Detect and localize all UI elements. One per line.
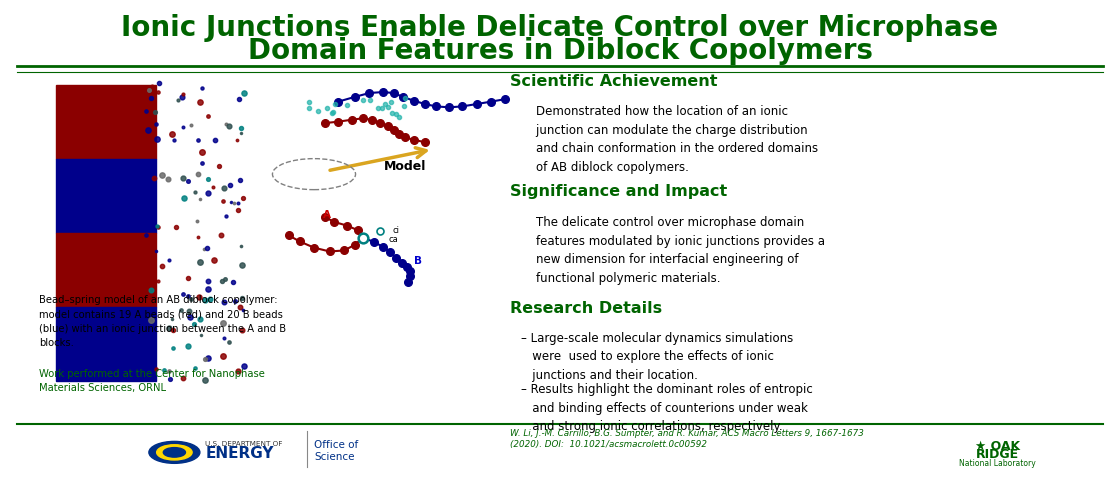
Text: ENERGY: ENERGY bbox=[205, 446, 274, 461]
Text: Ionic Junctions Enable Delicate Control over Microphase: Ionic Junctions Enable Delicate Control … bbox=[121, 13, 999, 42]
Text: Research Details: Research Details bbox=[510, 301, 662, 316]
Text: Significance and Impact: Significance and Impact bbox=[510, 184, 727, 199]
Text: Model: Model bbox=[384, 159, 426, 172]
Text: ★ OAK: ★ OAK bbox=[976, 440, 1020, 453]
Text: B: B bbox=[414, 256, 422, 266]
Text: U.S. DEPARTMENT OF: U.S. DEPARTMENT OF bbox=[205, 441, 282, 447]
Bar bbox=[56, 233, 156, 307]
Text: – Large-scale molecular dynamics simulations
   were  used to explore the effect: – Large-scale molecular dynamics simulat… bbox=[521, 332, 793, 382]
Text: Scientific Achievement: Scientific Achievement bbox=[510, 74, 718, 89]
Text: ca: ca bbox=[389, 236, 399, 244]
Text: W. Li, J.-M. Carrillo, B.G. Sumpter, and R. Kumar, ACS Macro Letters 9, 1667-167: W. Li, J.-M. Carrillo, B.G. Sumpter, and… bbox=[510, 429, 864, 449]
Bar bbox=[56, 85, 156, 159]
Text: – Results highlight the dominant roles of entropic
   and binding effects of cou: – Results highlight the dominant roles o… bbox=[521, 383, 813, 433]
Text: Demonstrated how the location of an ionic
    junction can modulate the charge d: Demonstrated how the location of an ioni… bbox=[521, 106, 819, 174]
Bar bbox=[56, 159, 156, 233]
Circle shape bbox=[149, 442, 199, 463]
Text: Domain Features in Diblock Copolymers: Domain Features in Diblock Copolymers bbox=[248, 37, 872, 65]
Circle shape bbox=[157, 445, 193, 460]
Text: Office of
Science: Office of Science bbox=[314, 440, 358, 462]
Text: RIDGE: RIDGE bbox=[977, 448, 1019, 461]
Text: ci: ci bbox=[392, 226, 400, 235]
Bar bbox=[56, 307, 156, 381]
Text: Work performed at the Center for Nanophase
Materials Sciences, ORNL: Work performed at the Center for Nanopha… bbox=[39, 369, 265, 393]
Circle shape bbox=[164, 447, 186, 457]
Text: Bead–spring model of an AB diblock copolymer:
model contains 19 A beads (red) an: Bead–spring model of an AB diblock copol… bbox=[39, 295, 287, 348]
Text: A: A bbox=[324, 210, 332, 220]
Text: The delicate control over microphase domain
    features modulated by ionic junc: The delicate control over microphase dom… bbox=[521, 216, 825, 285]
Text: National Laboratory: National Laboratory bbox=[960, 459, 1036, 468]
